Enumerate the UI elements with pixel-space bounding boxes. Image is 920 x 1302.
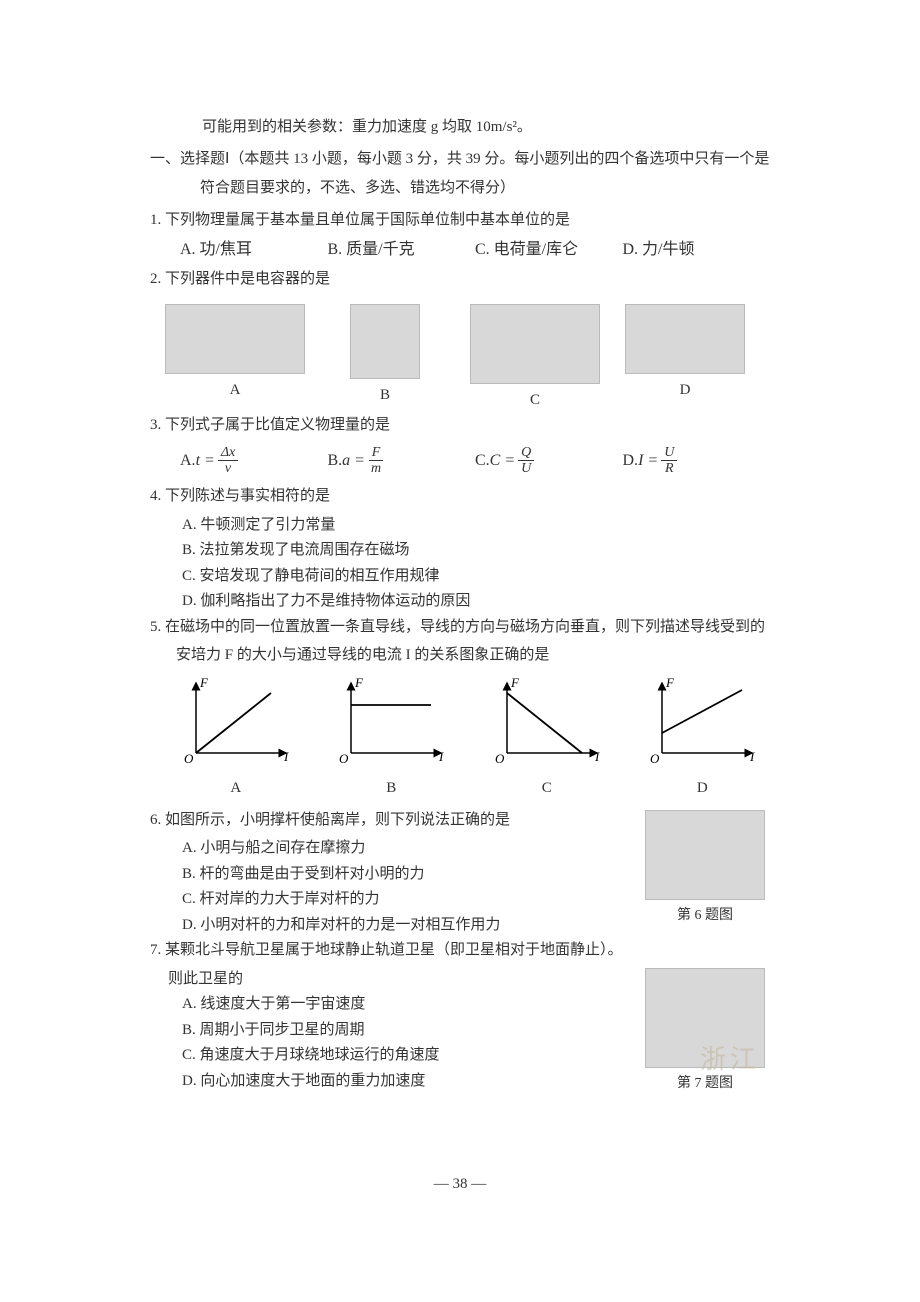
q3-text: 3. 下列式子属于比值定义物理量的是 — [150, 413, 770, 439]
q4-opt-a: A. 牛顿测定了引力常量 — [150, 513, 770, 539]
q3-opt-b: B. a = Fm — [328, 445, 476, 477]
q5-graphs: F I O A F I O B F I O C — [150, 675, 770, 802]
q4-opt-b: B. 法拉第发现了电流周围存在磁场 — [150, 538, 770, 564]
svg-text:O: O — [184, 751, 194, 765]
q2-img-a: A — [160, 304, 310, 414]
q6-caption: 第 6 题图 — [640, 904, 770, 928]
q1-text: 1. 下列物理量属于基本量且单位属于国际单位制中基本单位的是 — [150, 208, 770, 234]
q5-label-b: B — [324, 776, 460, 802]
svg-text:I: I — [594, 749, 600, 764]
q4-opt-c: C. 安培发现了静电荷间的相互作用规律 — [150, 564, 770, 590]
graph-c-svg: F I O — [487, 675, 607, 765]
q1-opt-b: B. 质量/千克 — [328, 236, 476, 263]
q3-opt-a: A. t = Δxv — [180, 445, 328, 477]
component-image-a — [165, 304, 305, 374]
svg-text:I: I — [749, 749, 755, 764]
q7-caption: 第 7 题图 — [640, 1072, 770, 1096]
q7-image — [645, 968, 765, 1068]
q2-label-c: C — [460, 388, 610, 414]
component-image-d — [625, 304, 745, 374]
svg-text:I: I — [283, 749, 289, 764]
q1-opt-a: A. 功/焦耳 — [180, 236, 328, 263]
q1-opt-d: D. 力/牛顿 — [623, 236, 771, 263]
section-title: 一、选择题Ⅰ（本题共 13 小题，每小题 3 分，共 39 分。每小题列出的四个… — [150, 147, 770, 173]
q5-graph-a: F I O A — [168, 675, 304, 802]
graph-b-svg: F I O — [331, 675, 451, 765]
q5-line2: 安培力 F 的大小与通过导线的电流 I 的关系图象正确的是 — [150, 643, 770, 669]
svg-text:F: F — [665, 675, 675, 690]
svg-text:O: O — [495, 751, 505, 765]
component-image-b — [350, 304, 420, 379]
svg-text:O: O — [339, 751, 349, 765]
graph-d-svg: F I O — [642, 675, 762, 765]
q5-label-a: A — [168, 776, 304, 802]
q1-opt-c: C. 电荷量/库仑 — [475, 236, 623, 263]
component-image-c — [470, 304, 600, 384]
intro-text: 可能用到的相关参数：重力加速度 g 均取 10m/s²。 — [150, 115, 770, 141]
svg-text:O: O — [650, 751, 660, 765]
q3-opt-c: C. C = QU — [475, 445, 623, 477]
q6-figure: 第 6 题图 — [640, 810, 770, 928]
q2-img-c: C — [460, 304, 610, 414]
graph-a-svg: F I O — [176, 675, 296, 765]
q5-label-c: C — [479, 776, 615, 802]
q2-label-d: D — [610, 378, 760, 404]
q1-options: A. 功/焦耳 B. 质量/千克 C. 电荷量/库仑 D. 力/牛顿 — [150, 236, 770, 263]
q7-line1: 7. 某颗北斗导航卫星属于地球静止轨道卫星（即卫星相对于地面静止）。 — [150, 938, 770, 964]
q2-img-b: B — [310, 304, 460, 414]
q5-line1: 5. 在磁场中的同一位置放置一条直导线，导线的方向与磁场方向垂直，则下列描述导线… — [150, 615, 770, 641]
q3-options: A. t = Δxv B. a = Fm C. C = QU D. I = UR — [150, 445, 770, 477]
q5-label-d: D — [635, 776, 771, 802]
svg-text:I: I — [438, 749, 444, 764]
q2-text: 2. 下列器件中是电容器的是 — [150, 267, 770, 293]
q4-opt-d: D. 伽利略指出了力不是维持物体运动的原因 — [150, 589, 770, 615]
q6-image — [645, 810, 765, 900]
q5-graph-c: F I O C — [479, 675, 615, 802]
q5-graph-b: F I O B — [324, 675, 460, 802]
q2-label-b: B — [310, 383, 460, 409]
q3-opt-d: D. I = UR — [623, 445, 771, 477]
q5-graph-d: F I O D — [635, 675, 771, 802]
section-sub: 符合题目要求的，不选、多选、错选均不得分） — [150, 176, 770, 202]
q2-label-a: A — [160, 378, 310, 404]
q4-text: 4. 下列陈述与事实相符的是 — [150, 484, 770, 510]
page-number: — 38 — — [0, 1172, 920, 1198]
q2-img-d: D — [610, 304, 760, 414]
svg-text:F: F — [199, 675, 209, 690]
svg-text:F: F — [354, 675, 364, 690]
q2-images: A B C D — [150, 296, 770, 414]
svg-text:F: F — [510, 675, 520, 690]
q7-figure: 第 7 题图 — [640, 968, 770, 1096]
